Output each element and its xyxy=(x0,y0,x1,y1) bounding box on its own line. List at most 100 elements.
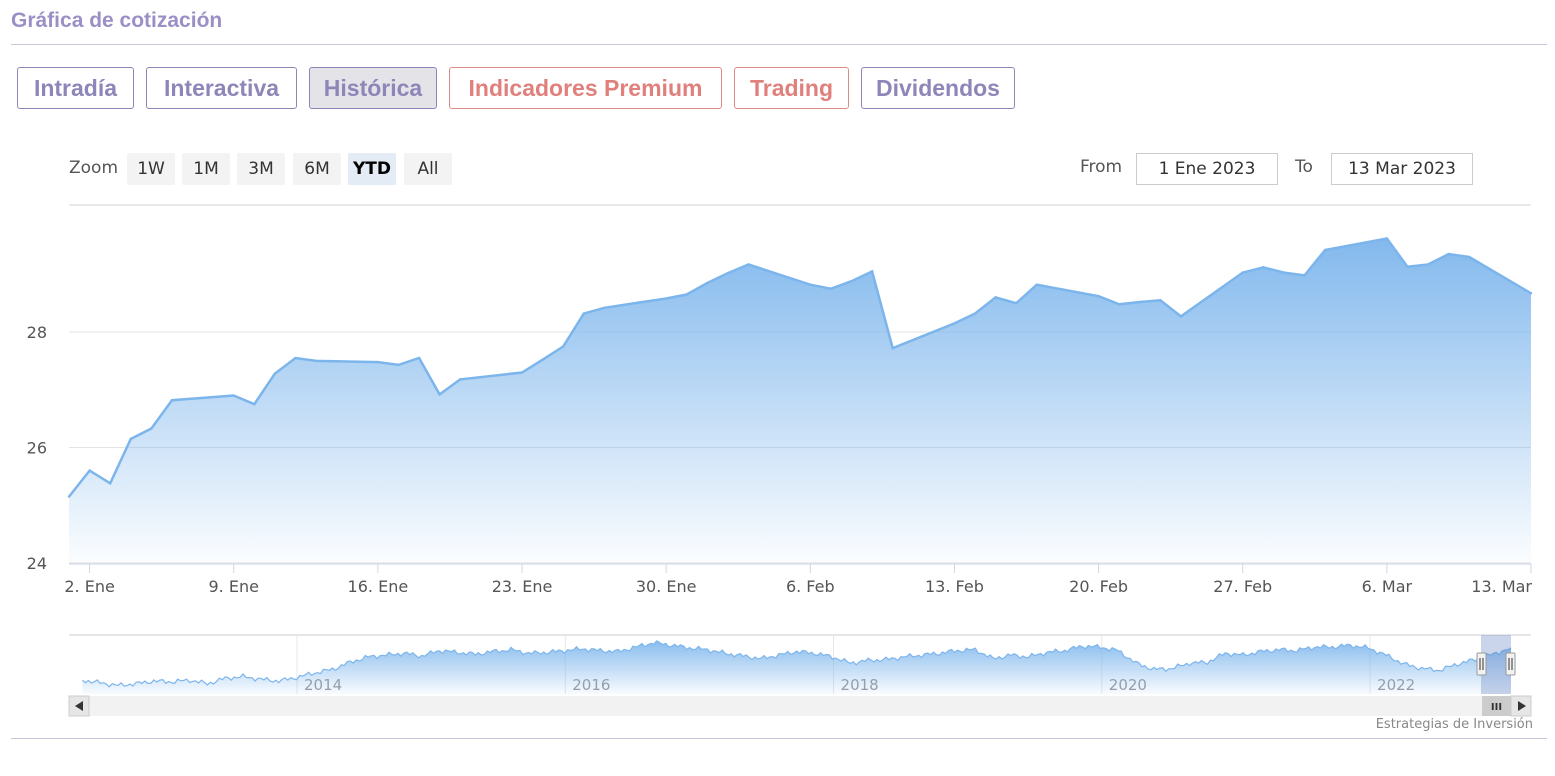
zoom-1m-button[interactable]: 1M xyxy=(182,153,230,185)
x-tick-label: 30. Ene xyxy=(636,577,697,596)
tab-historica[interactable]: Histórica xyxy=(309,67,437,109)
zoom-3m-button[interactable]: 3M xyxy=(237,153,285,185)
y-tick-label: 24 xyxy=(27,554,47,573)
data-point xyxy=(726,271,730,275)
data-point xyxy=(541,358,544,361)
data-point xyxy=(438,393,441,396)
tab-label: Histórica xyxy=(323,74,423,101)
data-point xyxy=(582,312,585,315)
data-point xyxy=(973,312,977,315)
scroll-left-arrow-icon xyxy=(75,701,83,711)
x-tick-label: 2. Ene xyxy=(64,577,114,596)
data-point xyxy=(603,306,606,309)
data-point xyxy=(294,356,297,360)
x-tick-label: 9. Ene xyxy=(209,577,259,596)
handle-body[interactable] xyxy=(1476,652,1487,676)
y-tick-label: 26 xyxy=(27,439,47,458)
data-point xyxy=(561,345,565,348)
zoom-label: Zoom xyxy=(69,158,119,178)
data-point xyxy=(994,296,997,299)
x-tick-label: 13. Feb xyxy=(925,577,984,596)
x-tick-label: 6. Feb xyxy=(786,577,835,596)
data-point xyxy=(809,283,812,286)
tab-label: Interactiva xyxy=(163,74,280,101)
data-point xyxy=(870,270,874,273)
data-point xyxy=(1282,271,1286,274)
section-title: Gráfica de cotización xyxy=(11,9,223,32)
data-point xyxy=(459,378,462,381)
scrollbar-track[interactable] xyxy=(69,696,1531,716)
data-point xyxy=(829,287,833,290)
data-point xyxy=(953,322,956,325)
data-point xyxy=(88,469,91,472)
range-to-label: To xyxy=(1295,157,1313,177)
zoom-6m-button[interactable]: 6M xyxy=(293,153,341,185)
x-tick-label: 20. Feb xyxy=(1069,577,1128,596)
data-point xyxy=(1303,274,1306,277)
data-point xyxy=(850,280,853,283)
data-point xyxy=(1138,300,1141,304)
data-point xyxy=(397,363,400,367)
title-divider xyxy=(11,44,1547,45)
price-line xyxy=(68,237,1532,498)
data-point xyxy=(1262,266,1265,269)
data-point xyxy=(520,371,524,374)
navigator-left-handle[interactable] xyxy=(1476,652,1487,676)
range-from-input[interactable]: 1 Ene 2023 xyxy=(1136,153,1278,185)
data-point xyxy=(1015,301,1018,305)
x-tick-label: 16. Ene xyxy=(348,577,409,596)
zoom-all-button[interactable]: All xyxy=(404,153,452,185)
tab-interactiva[interactable]: Interactiva xyxy=(146,67,297,109)
data-point xyxy=(108,482,112,485)
tab-label: Dividendos xyxy=(876,74,1000,101)
data-point xyxy=(1323,248,1327,252)
data-point xyxy=(706,281,709,285)
tab-dividendos[interactable]: Dividendos xyxy=(861,67,1015,109)
zoom-1w-button[interactable]: 1W xyxy=(127,153,175,185)
tab-trading[interactable]: Trading xyxy=(734,67,849,109)
data-point xyxy=(1447,252,1450,256)
data-point xyxy=(150,427,153,430)
tab-label: Trading xyxy=(749,74,834,101)
data-point xyxy=(129,437,132,441)
x-tick-label: 23. Ene xyxy=(492,577,553,596)
data-point xyxy=(273,372,277,375)
data-point xyxy=(1159,299,1162,302)
scroll-right-arrow-icon xyxy=(1518,701,1526,711)
navigator-right-handle[interactable] xyxy=(1505,652,1516,676)
data-point xyxy=(232,394,235,397)
zoom-ytd-button[interactable]: YTD xyxy=(348,153,396,185)
scrollbar-grip-icon: III xyxy=(1491,702,1502,713)
x-tick-label: 13. Mar xyxy=(1471,577,1532,596)
data-point xyxy=(1117,303,1121,306)
data-point xyxy=(1035,283,1039,286)
data-point xyxy=(1529,292,1533,295)
data-point xyxy=(1385,237,1389,240)
data-point xyxy=(417,356,421,360)
data-point xyxy=(314,359,318,363)
range-from-label: From xyxy=(1080,157,1123,177)
tab-label: Intradía xyxy=(33,74,118,101)
range-to-input[interactable]: 13 Mar 2023 xyxy=(1331,153,1473,185)
data-point xyxy=(891,347,894,350)
data-point xyxy=(1406,265,1409,268)
handle-body[interactable] xyxy=(1505,652,1516,676)
tab-intradia[interactable]: Intradía xyxy=(17,67,134,109)
data-point xyxy=(1426,263,1430,266)
data-point xyxy=(747,263,750,266)
source-credit: Estrategias de Inversión xyxy=(1375,717,1533,732)
data-point xyxy=(1241,271,1244,274)
data-point xyxy=(1468,255,1471,259)
data-point xyxy=(253,403,256,406)
x-tick-label: 6. Mar xyxy=(1362,577,1413,596)
navigator-area xyxy=(82,640,1511,694)
navigator-line xyxy=(82,640,1512,688)
data-point xyxy=(1097,295,1100,298)
x-tick-label: 27. Feb xyxy=(1213,577,1272,596)
scrollbar-thumb[interactable] xyxy=(1482,696,1511,716)
data-point xyxy=(685,293,688,296)
tab-label: Indicadores Premium xyxy=(468,74,703,101)
tab-indicadores-premium[interactable]: Indicadores Premium xyxy=(449,67,722,109)
data-point xyxy=(67,495,71,498)
